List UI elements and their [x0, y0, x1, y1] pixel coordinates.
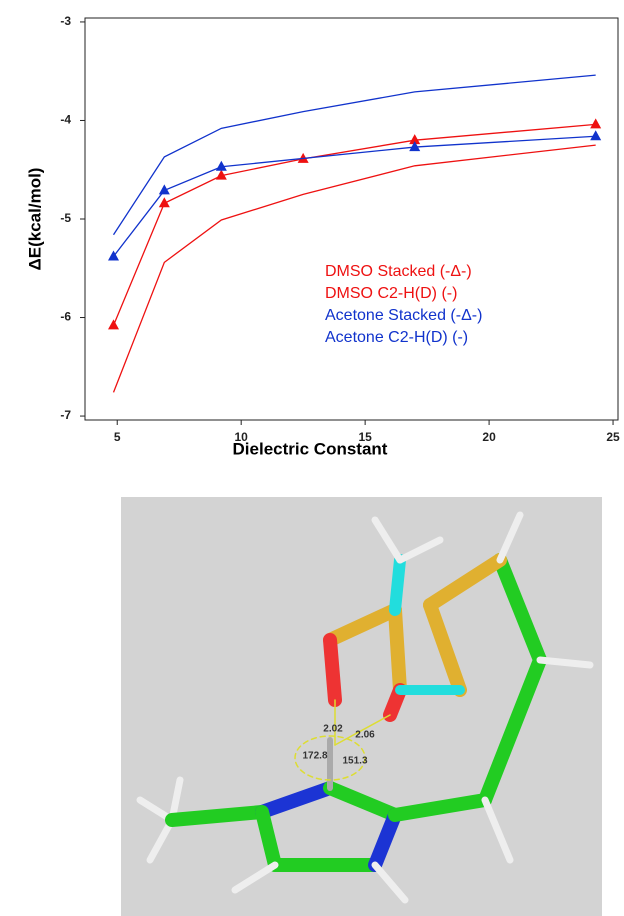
x-tick-label: 25 [606, 430, 620, 444]
structure-label: 2.06 [355, 730, 375, 741]
y-tick-label: -3 [60, 14, 71, 28]
y-axis-label: ΔE(kcal/mol) [25, 168, 44, 271]
structure-label: 151.3 [342, 756, 367, 767]
legend-entry: DMSO Stacked (-Δ-) [325, 263, 472, 280]
marker [108, 319, 119, 329]
x-tick-label: 10 [235, 430, 249, 444]
y-tick-label: -6 [60, 310, 71, 324]
y-tick-label: -7 [60, 408, 71, 422]
legend-entry: DMSO C2-H(D) (-) [325, 285, 457, 302]
legend-entry: Acetone C2-H(D) (-) [325, 329, 468, 346]
x-tick-label: 15 [358, 430, 372, 444]
marker [590, 130, 601, 140]
y-tick-label: -5 [60, 211, 71, 225]
marker [159, 197, 170, 207]
marker [590, 118, 601, 128]
page: Dielectric Constant ΔE(kcal/mol) [0, 0, 624, 916]
x-tick-label: 5 [114, 430, 121, 444]
structure-label: 172.8 [302, 751, 327, 762]
structure-label: 2.02 [323, 724, 343, 735]
series-line [114, 75, 596, 235]
series-line [114, 136, 596, 256]
image-background [121, 497, 602, 916]
plot-frame [85, 18, 618, 420]
y-tick-label: -4 [60, 113, 71, 127]
legend-entry: Acetone Stacked (-Δ-) [325, 307, 482, 324]
x-tick-label: 20 [482, 430, 496, 444]
